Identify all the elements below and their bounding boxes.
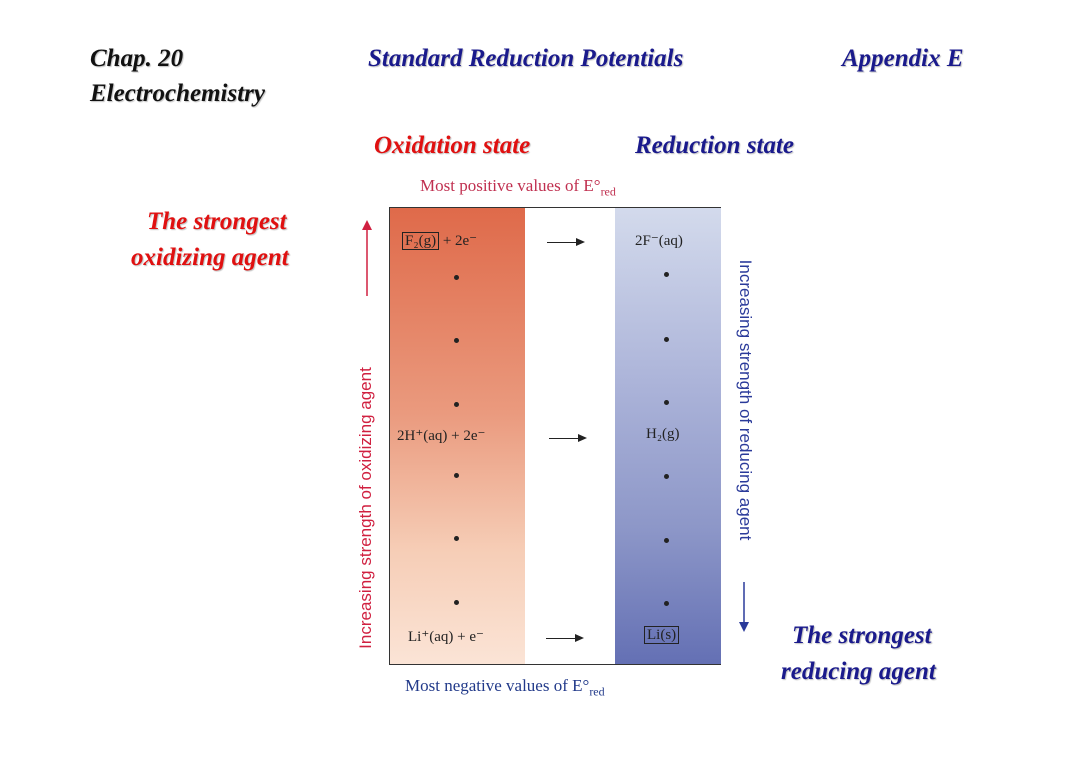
appendix-label: Appendix E xyxy=(842,45,964,72)
ellipsis-dot xyxy=(664,601,669,606)
reaction-arrow-1 xyxy=(547,242,577,243)
page-title: Standard Reduction Potentials xyxy=(368,45,684,72)
chapter-label: Chap. 20 xyxy=(90,45,184,72)
ellipsis-dot xyxy=(664,538,669,543)
reaction-left-1: F₂(g) + 2e⁻ xyxy=(402,231,477,250)
reducing-strength-axis: Increasing strength of reducing agent xyxy=(736,259,755,541)
bottom-caption-sub: red xyxy=(589,684,605,699)
reaction-arrow-3 xyxy=(546,638,576,639)
ellipsis-dot xyxy=(664,272,669,277)
ellipsis-dot xyxy=(454,338,459,343)
strongest-reducing-label-1: The strongest xyxy=(792,622,932,649)
top-caption-text: Most positive values of E° xyxy=(420,176,601,195)
top-caption-sub: red xyxy=(600,184,616,199)
ellipsis-dot xyxy=(664,337,669,342)
reduction-column xyxy=(615,208,721,664)
reducing-down-arrow xyxy=(739,582,749,632)
reaction-arrowhead-1 xyxy=(576,238,585,246)
reaction-arrowhead-2 xyxy=(578,434,587,442)
ellipsis-dot xyxy=(664,400,669,405)
lithium-box: Li(s) xyxy=(644,626,680,644)
reduction-state-label: Reduction state xyxy=(635,132,795,159)
top-caption: Most positive values of E°red xyxy=(420,176,616,199)
strongest-reducing-label-2: reducing agent xyxy=(781,658,936,685)
reaction-right-2: H₂(g) xyxy=(646,426,680,442)
reaction-left-2: 2H⁺(aq) + 2e⁻ xyxy=(397,428,486,444)
strongest-oxidizing-label-2: oxidizing agent xyxy=(131,244,289,271)
reaction-arrow-2 xyxy=(549,438,579,439)
potential-table xyxy=(389,207,721,665)
oxidation-state-label: Oxidation state xyxy=(374,132,531,159)
ellipsis-dot xyxy=(454,473,459,478)
reaction-arrowhead-3 xyxy=(575,634,584,642)
oxidizing-strength-axis: Increasing strength of oxidizing agent xyxy=(356,367,375,649)
chapter-subject: Electrochemistry xyxy=(90,80,265,107)
ellipsis-dot xyxy=(454,275,459,280)
fluorine-box: F₂(g) xyxy=(402,232,440,250)
ellipsis-dot xyxy=(454,600,459,605)
bottom-caption: Most negative values of E°red xyxy=(405,676,605,699)
ellipsis-dot xyxy=(454,536,459,541)
strongest-oxidizing-label-1: The strongest xyxy=(147,208,287,235)
reaction-left-3: Li⁺(aq) + e⁻ xyxy=(408,629,484,645)
bottom-caption-text: Most negative values of E° xyxy=(405,676,590,695)
oxidizing-up-arrow xyxy=(362,220,372,296)
reaction-right-3: Li(s) xyxy=(644,626,680,644)
ellipsis-dot xyxy=(664,474,669,479)
ellipsis-dot xyxy=(454,402,459,407)
reaction-left-1-rest: + 2e⁻ xyxy=(439,233,478,249)
reaction-right-1: 2F⁻(aq) xyxy=(635,233,683,249)
oxidation-column xyxy=(390,208,525,664)
